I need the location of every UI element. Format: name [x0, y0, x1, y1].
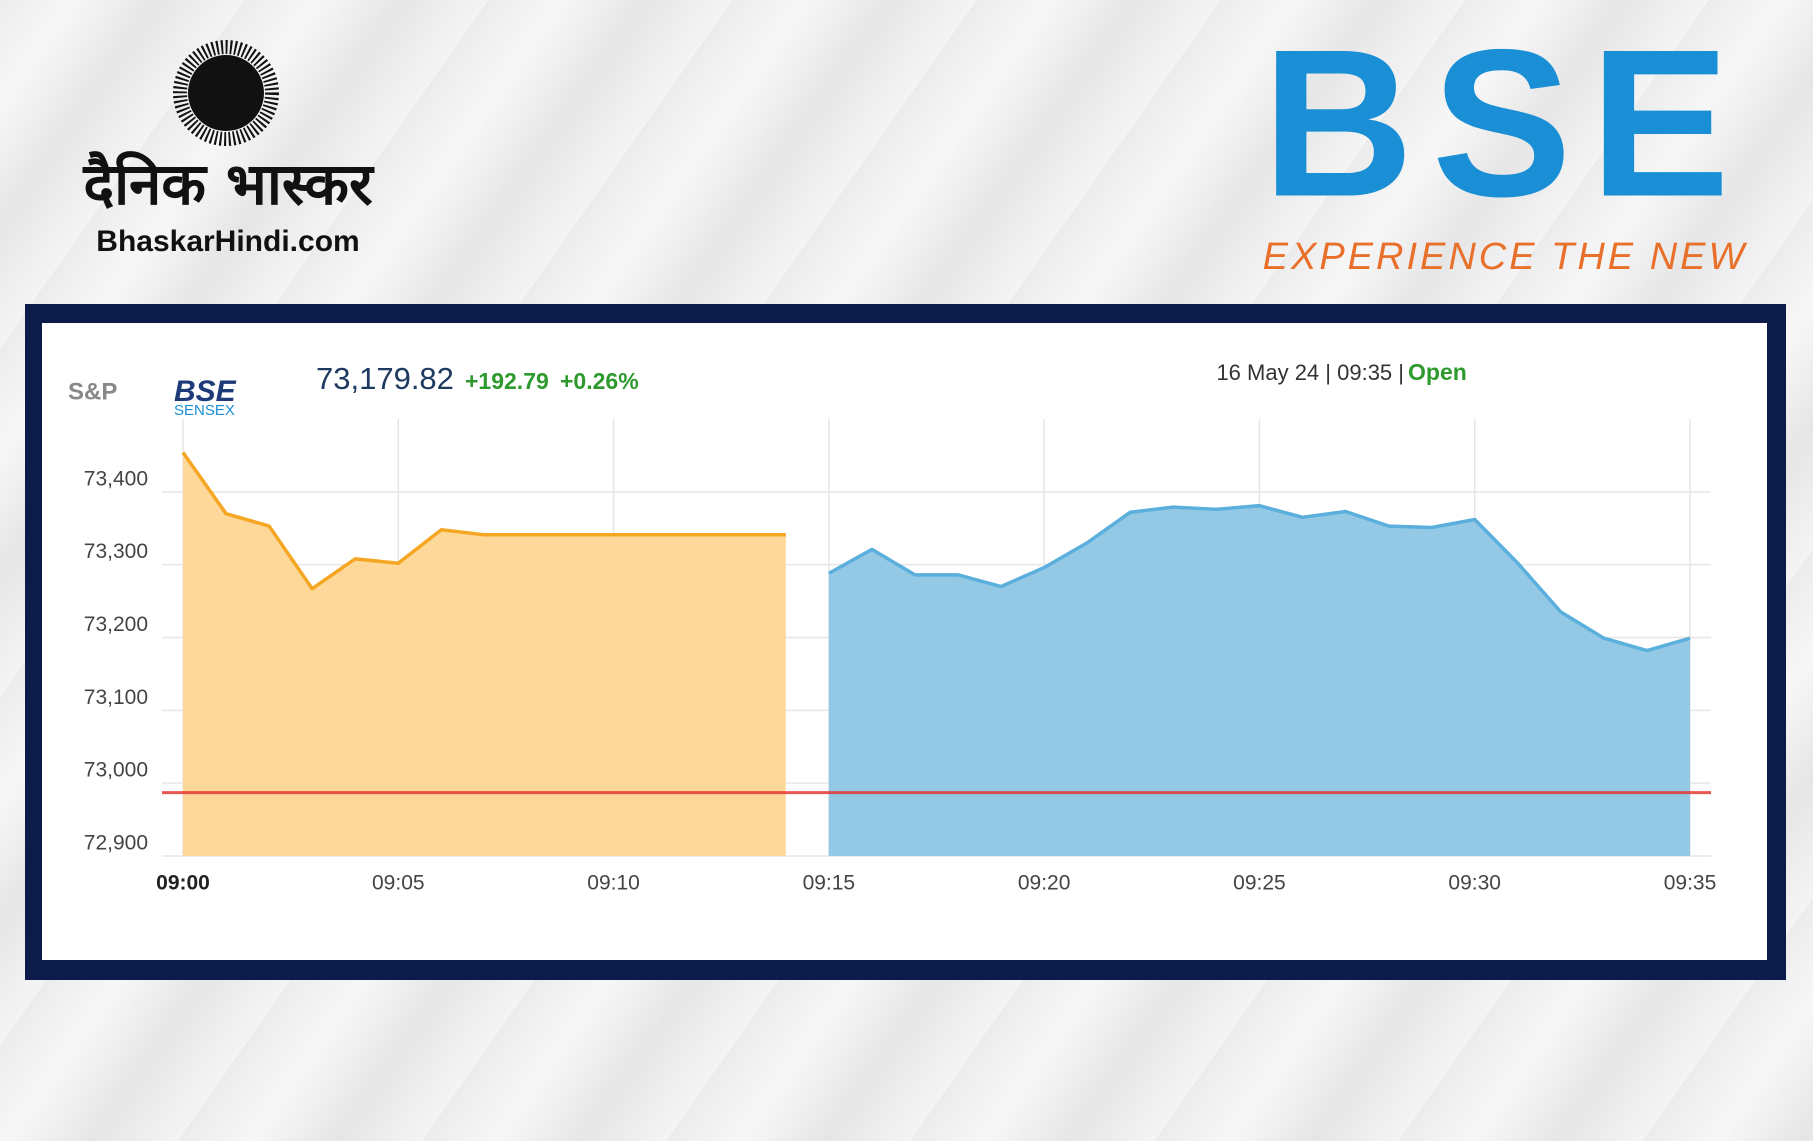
area-fill: [183, 452, 786, 856]
x-tick-label: 09:35: [1664, 872, 1717, 895]
publisher-name: दैनिक भास्कर: [82, 150, 375, 218]
area-fill: [828, 505, 1690, 856]
publisher-site: BhaskarHindi.com: [96, 225, 359, 258]
x-tick-label: 09:20: [1018, 872, 1071, 895]
sun: [188, 55, 264, 131]
index-name: SENSEX: [174, 402, 235, 419]
market-status: Open: [1408, 359, 1467, 385]
x-tick-label: 09:05: [372, 872, 425, 895]
y-tick-label: 73,000: [84, 759, 148, 782]
change: +192.79: [465, 368, 549, 394]
x-tick-label: 09:30: [1448, 872, 1501, 895]
provider: S&P: [68, 378, 117, 405]
y-tick-label: 73,200: [84, 613, 148, 636]
bse-logo: BSE EXPERIENCE THE NEW: [1262, 5, 1748, 278]
index-brand: BSE: [174, 375, 237, 408]
quote-header: S&P BSE SENSEX 73,179.82 +192.79 +0.26% …: [68, 359, 1467, 419]
series-line: [828, 503, 1691, 653]
x-tick-label: 09:15: [803, 872, 856, 895]
exchange-logo: BSE: [1262, 5, 1748, 240]
timestamp: 16 May 24 | 09:35 |: [1216, 360, 1404, 385]
change-pct: +0.26%: [560, 368, 639, 394]
x-tick-label: 09:25: [1233, 872, 1286, 895]
exchange-tagline: EXPERIENCE THE NEW: [1263, 236, 1748, 278]
y-tick-label: 72,900: [84, 832, 148, 855]
y-tick-label: 73,100: [84, 686, 148, 709]
price: 73,179.82: [316, 361, 454, 396]
series-line: [181, 451, 786, 591]
bhaskar-logo: दैनिक भास्कर BhaskarHindi.com: [82, 40, 375, 258]
x-tick-label: 09:00: [156, 872, 210, 895]
y-tick-label: 73,400: [84, 467, 148, 490]
x-tick-label: 09:10: [587, 872, 640, 895]
sun-rays: [173, 40, 279, 146]
y-tick-label: 73,300: [84, 540, 148, 563]
